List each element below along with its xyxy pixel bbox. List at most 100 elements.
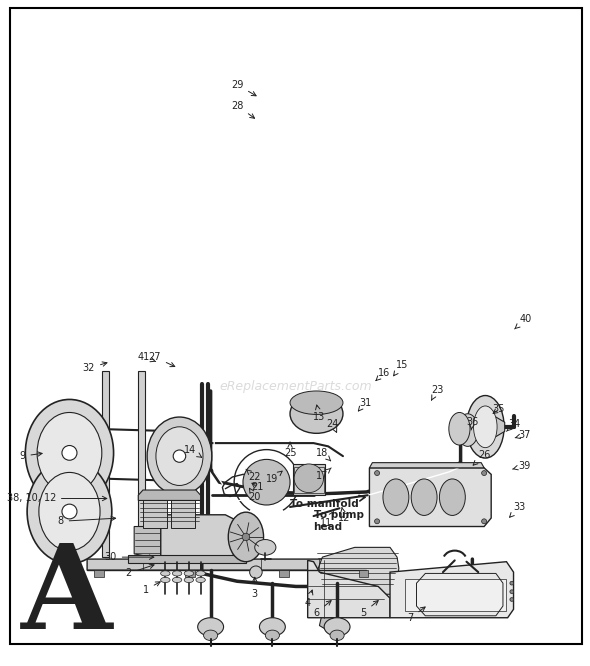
Text: 21: 21 — [251, 482, 264, 492]
Bar — [293, 464, 325, 496]
Circle shape — [510, 581, 514, 585]
Bar — [473, 429, 486, 440]
Ellipse shape — [184, 571, 194, 576]
Ellipse shape — [324, 618, 350, 636]
Text: 9: 9 — [19, 451, 42, 461]
Ellipse shape — [25, 400, 114, 506]
Polygon shape — [487, 417, 504, 437]
Text: A: A — [21, 539, 113, 654]
Bar — [143, 497, 166, 528]
Polygon shape — [134, 527, 160, 559]
Circle shape — [242, 533, 250, 541]
Text: 2: 2 — [125, 564, 154, 579]
Text: 33: 33 — [510, 502, 526, 517]
Circle shape — [481, 519, 487, 523]
Text: 12: 12 — [338, 507, 350, 523]
Polygon shape — [160, 515, 246, 559]
Text: To pump
head: To pump head — [313, 511, 363, 532]
Polygon shape — [307, 560, 390, 618]
Text: 37: 37 — [515, 430, 530, 440]
Text: 19: 19 — [266, 471, 282, 484]
Bar — [94, 570, 104, 577]
Polygon shape — [369, 463, 484, 468]
Polygon shape — [405, 579, 506, 611]
Text: 7: 7 — [408, 607, 425, 623]
Ellipse shape — [39, 472, 100, 551]
Text: 6: 6 — [313, 601, 331, 617]
Ellipse shape — [184, 577, 194, 583]
Text: 20: 20 — [248, 488, 261, 501]
Text: 8: 8 — [58, 516, 116, 526]
Bar — [102, 372, 109, 557]
Text: 38, 10, 12: 38, 10, 12 — [6, 494, 107, 503]
Ellipse shape — [294, 464, 323, 493]
Text: 14: 14 — [184, 445, 202, 458]
Bar — [171, 497, 195, 528]
Text: To manifold: To manifold — [290, 496, 365, 509]
Ellipse shape — [204, 630, 218, 641]
Ellipse shape — [172, 571, 182, 576]
Text: 28: 28 — [231, 101, 254, 119]
Text: eReplacementParts.com: eReplacementParts.com — [219, 380, 372, 393]
Text: 25: 25 — [284, 442, 296, 458]
Ellipse shape — [196, 571, 205, 576]
Ellipse shape — [198, 618, 224, 636]
Ellipse shape — [160, 571, 170, 576]
Circle shape — [62, 504, 77, 519]
Polygon shape — [87, 551, 377, 570]
Text: 4: 4 — [304, 590, 313, 608]
Text: 13: 13 — [313, 405, 326, 422]
Ellipse shape — [330, 630, 344, 641]
Polygon shape — [138, 490, 201, 500]
Text: 18: 18 — [316, 448, 330, 461]
Text: 39: 39 — [513, 461, 530, 471]
Ellipse shape — [474, 406, 497, 448]
Text: 31: 31 — [358, 398, 372, 411]
Circle shape — [375, 471, 379, 476]
Text: 35: 35 — [493, 404, 505, 414]
Ellipse shape — [266, 630, 280, 641]
Text: 15: 15 — [394, 360, 408, 376]
Polygon shape — [294, 467, 324, 493]
Text: 36: 36 — [466, 418, 478, 430]
Ellipse shape — [147, 417, 212, 496]
Text: 5: 5 — [360, 601, 378, 617]
Text: 34: 34 — [507, 418, 521, 432]
Polygon shape — [390, 561, 513, 618]
Bar — [359, 570, 368, 577]
Text: 11: 11 — [320, 511, 333, 527]
Bar — [280, 570, 289, 577]
Text: 23: 23 — [431, 385, 443, 400]
Bar — [128, 555, 246, 563]
Circle shape — [173, 450, 186, 462]
Circle shape — [510, 597, 514, 601]
Ellipse shape — [160, 577, 170, 583]
Ellipse shape — [37, 412, 102, 494]
Polygon shape — [369, 468, 491, 527]
Bar — [304, 403, 330, 426]
Text: 17: 17 — [316, 468, 331, 481]
Ellipse shape — [243, 460, 290, 505]
Circle shape — [375, 519, 379, 523]
Ellipse shape — [290, 394, 343, 434]
Text: 40: 40 — [514, 314, 532, 329]
Ellipse shape — [467, 396, 504, 458]
Circle shape — [62, 446, 77, 460]
Ellipse shape — [27, 460, 112, 563]
Ellipse shape — [440, 479, 466, 515]
Circle shape — [481, 471, 487, 476]
Polygon shape — [316, 547, 399, 594]
Text: 22: 22 — [246, 470, 261, 482]
Ellipse shape — [383, 479, 409, 515]
Circle shape — [510, 590, 514, 593]
Text: 41: 41 — [138, 352, 156, 362]
Polygon shape — [319, 594, 334, 631]
Text: 29: 29 — [231, 80, 256, 96]
Bar — [138, 372, 145, 557]
Bar — [185, 570, 195, 577]
Ellipse shape — [228, 512, 264, 561]
Circle shape — [250, 566, 262, 578]
Text: 3: 3 — [252, 577, 258, 599]
Text: 1: 1 — [143, 582, 160, 595]
Ellipse shape — [255, 539, 276, 555]
